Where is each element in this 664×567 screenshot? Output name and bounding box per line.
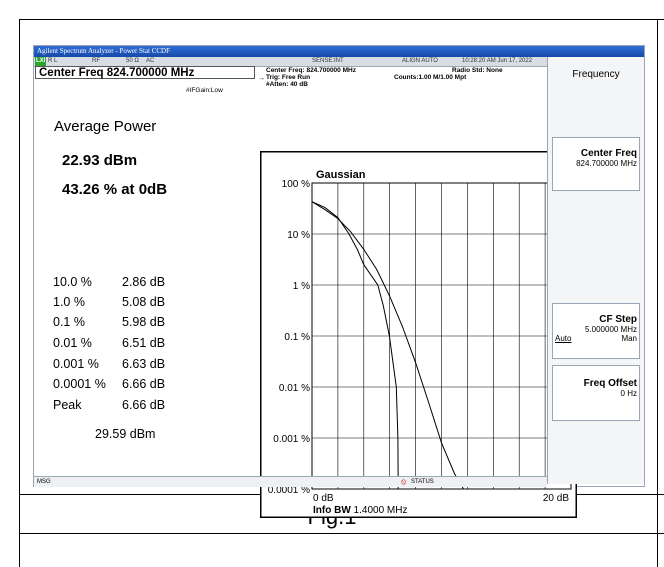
result-row-value: 6.51 dB bbox=[122, 336, 166, 350]
softkey-menu-title: Frequency bbox=[572, 69, 620, 80]
softkey-panel: Frequency Center Freq 824.700000 MHz CF … bbox=[547, 57, 644, 484]
doc-border-top bbox=[19, 19, 664, 20]
ccdf-chart: 100 % 10 % 1 % 0.1 % 0.01 % 0.001 % 0.0001 % Ga… bbox=[260, 151, 577, 518]
y-tick-label: 0.1 % bbox=[284, 332, 310, 343]
y-tick-label: 0.0001 % bbox=[268, 485, 310, 496]
center-freq-softkey-value: 824.700000 MHz bbox=[576, 159, 637, 168]
status-row: LXI R L RF 50 Ω AC SENSE:INT ALIGN AUTO … bbox=[34, 57, 547, 67]
average-power-value: 22.93 dBm bbox=[62, 152, 138, 169]
percent-at-0db: 43.26 % at 0dB bbox=[62, 181, 168, 198]
peak-dbm: 29.59 dBm bbox=[95, 427, 156, 441]
status-sense: SENSE:INT bbox=[312, 58, 344, 64]
average-power-label: Average Power bbox=[54, 118, 157, 135]
window-title: Agilent Spectrum Analyzer - Power Stat C… bbox=[34, 46, 644, 57]
center-freq-small: Center Freq: 824.700000 MHz bbox=[266, 67, 356, 74]
doc-border-right bbox=[657, 19, 658, 567]
cf-step-auto[interactable]: Auto bbox=[555, 334, 572, 343]
status-icon[interactable]: ⦸ bbox=[401, 477, 407, 486]
x-tick-label-right: 20 dB bbox=[543, 493, 569, 504]
freq-offset-softkey[interactable]: Freq Offset 0 Hz bbox=[552, 365, 640, 421]
status-align: ALIGN AUTO bbox=[402, 58, 438, 64]
freq-offset-softkey-label: Freq Offset bbox=[583, 378, 637, 389]
gaussian-reference-curve bbox=[311, 201, 464, 490]
result-row-value: 6.66 dB bbox=[122, 398, 166, 412]
doc-border-left bbox=[19, 19, 20, 567]
status-impedance: 50 Ω bbox=[126, 58, 139, 64]
result-row-label: 0.0001 % bbox=[53, 377, 106, 391]
radio-std-readout: Radio Std: None bbox=[452, 67, 503, 74]
x-tick-label-left: 0 dB bbox=[313, 493, 334, 504]
y-tick-label: 1 % bbox=[293, 281, 310, 292]
counts-readout: Counts:1.00 M/1.00 Mpt bbox=[394, 74, 467, 81]
result-row-value: 2.86 dB bbox=[122, 275, 166, 289]
ifgain-readout: #IFGain:Low bbox=[186, 87, 223, 94]
status-datetime: 10:28:20 AM Jun 17, 2022 bbox=[462, 58, 533, 64]
atten-readout: #Atten: 40 dB bbox=[266, 81, 308, 88]
result-row-label: Peak bbox=[53, 398, 82, 412]
trig-readout: Trig: Free Run bbox=[266, 74, 311, 81]
info-bw-readout: Info BW 1.4000 MHz bbox=[313, 505, 407, 516]
doc-divider-2 bbox=[19, 533, 664, 534]
arrow-icon: → bbox=[258, 75, 265, 82]
cf-step-softkey-value: 5.000000 MHz bbox=[584, 325, 637, 334]
result-row-value: 5.98 dB bbox=[122, 315, 166, 329]
y-tick-label: 10 % bbox=[287, 230, 310, 241]
cf-step-softkey[interactable]: CF Step 5.000000 MHz Auto Man bbox=[552, 303, 640, 359]
lxi-indicator: LXI bbox=[35, 57, 47, 66]
measured-ccdf-curve bbox=[311, 201, 464, 490]
cf-step-softkey-label: CF Step bbox=[599, 314, 637, 325]
y-tick-label: 0.001 % bbox=[273, 434, 310, 445]
center-freq-softkey-label: Center Freq bbox=[580, 148, 637, 159]
chart-frame bbox=[260, 151, 577, 518]
result-row-value: 6.66 dB bbox=[122, 377, 166, 391]
center-freq-softkey[interactable]: Center Freq 824.700000 MHz bbox=[552, 137, 640, 191]
status-rl: R L bbox=[48, 58, 58, 64]
result-row-label: 0.1 % bbox=[53, 315, 85, 329]
status-rf: RF bbox=[92, 58, 100, 64]
analyzer-window: Agilent Spectrum Analyzer - Power Stat C… bbox=[33, 45, 645, 518]
result-row-label: 0.001 % bbox=[53, 357, 99, 371]
y-tick-label: 100 % bbox=[282, 179, 310, 190]
message-bar: MSG ⦸ STATUS bbox=[34, 476, 547, 487]
chart-title: Gaussian bbox=[316, 169, 366, 181]
cf-step-man[interactable]: Man bbox=[621, 334, 637, 343]
result-row-label: 10.0 % bbox=[53, 275, 92, 289]
result-row-label: 1.0 % bbox=[53, 295, 85, 309]
y-tick-label: 0.01 % bbox=[279, 383, 310, 394]
freq-offset-softkey-value: 0 Hz bbox=[620, 389, 637, 398]
msg-label: MSG bbox=[37, 479, 51, 485]
result-row-label: 0.01 % bbox=[53, 336, 92, 350]
result-row-value: 6.63 dB bbox=[122, 357, 166, 371]
status-coupling: AC bbox=[146, 58, 155, 64]
status-label[interactable]: STATUS bbox=[411, 479, 434, 485]
center-freq-readout[interactable]: Center Freq 824.700000 MHz bbox=[35, 66, 255, 79]
result-row-value: 5.08 dB bbox=[122, 295, 166, 309]
